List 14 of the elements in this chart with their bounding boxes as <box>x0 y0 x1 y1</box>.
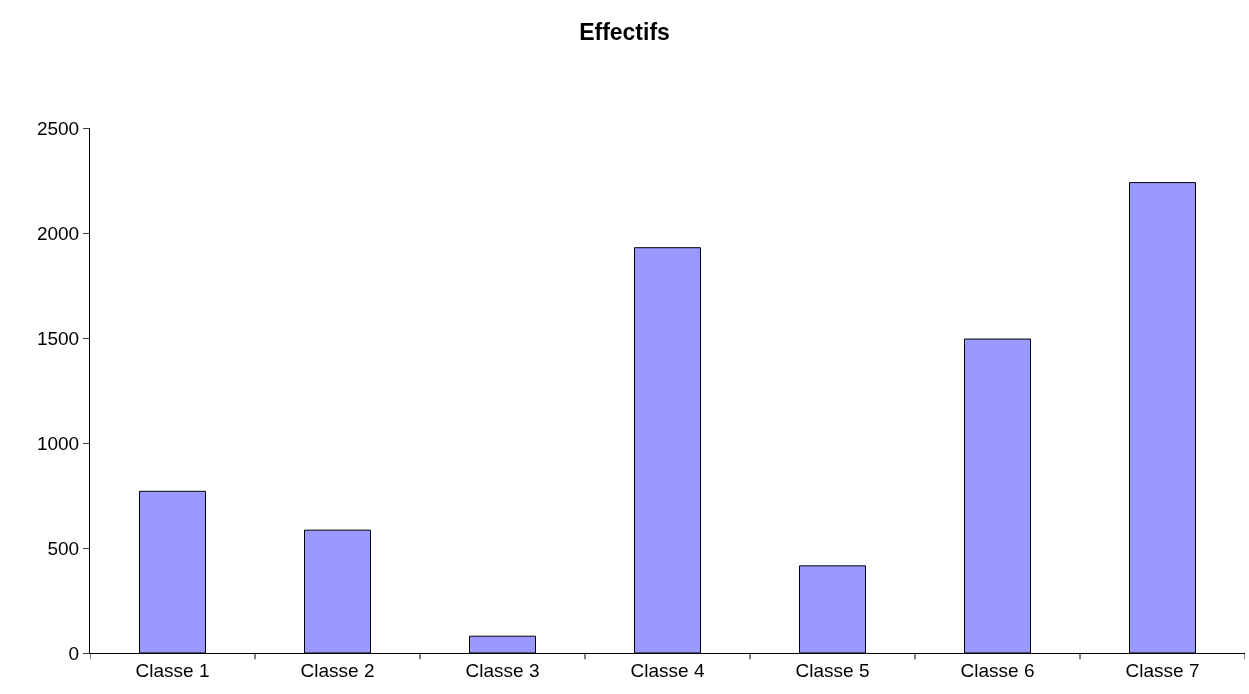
x-tick-label: Classe 7 <box>1125 659 1200 681</box>
y-tick-label: 2500 <box>36 117 80 139</box>
y-tick-label: 2000 <box>36 222 80 244</box>
x-tick-label: Classe 2 <box>300 659 375 681</box>
y-tick-label: 1500 <box>36 327 80 349</box>
y-tick-label: 0 <box>68 642 80 664</box>
y-tick-label: 1000 <box>36 432 80 454</box>
x-tick-label: Classe 4 <box>630 659 705 681</box>
x-tick-label: Classe 5 <box>795 659 870 681</box>
chart-title: Effectifs <box>579 19 670 46</box>
x-tick-label: Classe 6 <box>960 659 1035 681</box>
x-tick-label: Classe 1 <box>135 659 210 681</box>
x-tick-label: Classe 3 <box>465 659 540 681</box>
y-tick-label: 500 <box>47 537 80 559</box>
